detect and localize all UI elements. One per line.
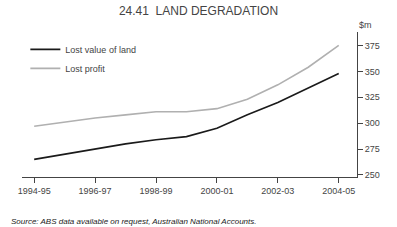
svg-text:350: 350 [365, 67, 380, 77]
svg-text:375: 375 [365, 41, 380, 51]
svg-text:24.41 LAND DEGRADATION: 24.41 LAND DEGRADATION [119, 4, 278, 18]
svg-text:Lost profit: Lost profit [65, 64, 105, 74]
svg-text:275: 275 [365, 144, 380, 154]
svg-text:$m: $m [359, 20, 372, 30]
svg-text:Source: ABS data available on: Source: ABS data available on request, A… [11, 217, 256, 226]
svg-text:325: 325 [365, 92, 380, 102]
svg-text:1998-99: 1998-99 [139, 186, 172, 196]
svg-text:1994-95: 1994-95 [18, 186, 51, 196]
svg-text:2004-05: 2004-05 [322, 186, 355, 196]
svg-text:300: 300 [365, 118, 380, 128]
svg-text:2002-03: 2002-03 [261, 186, 294, 196]
svg-text:2000-01: 2000-01 [200, 186, 233, 196]
svg-text:1996-97: 1996-97 [79, 186, 112, 196]
svg-text:250: 250 [365, 170, 380, 180]
svg-text:Lost value of land: Lost value of land [65, 45, 136, 55]
